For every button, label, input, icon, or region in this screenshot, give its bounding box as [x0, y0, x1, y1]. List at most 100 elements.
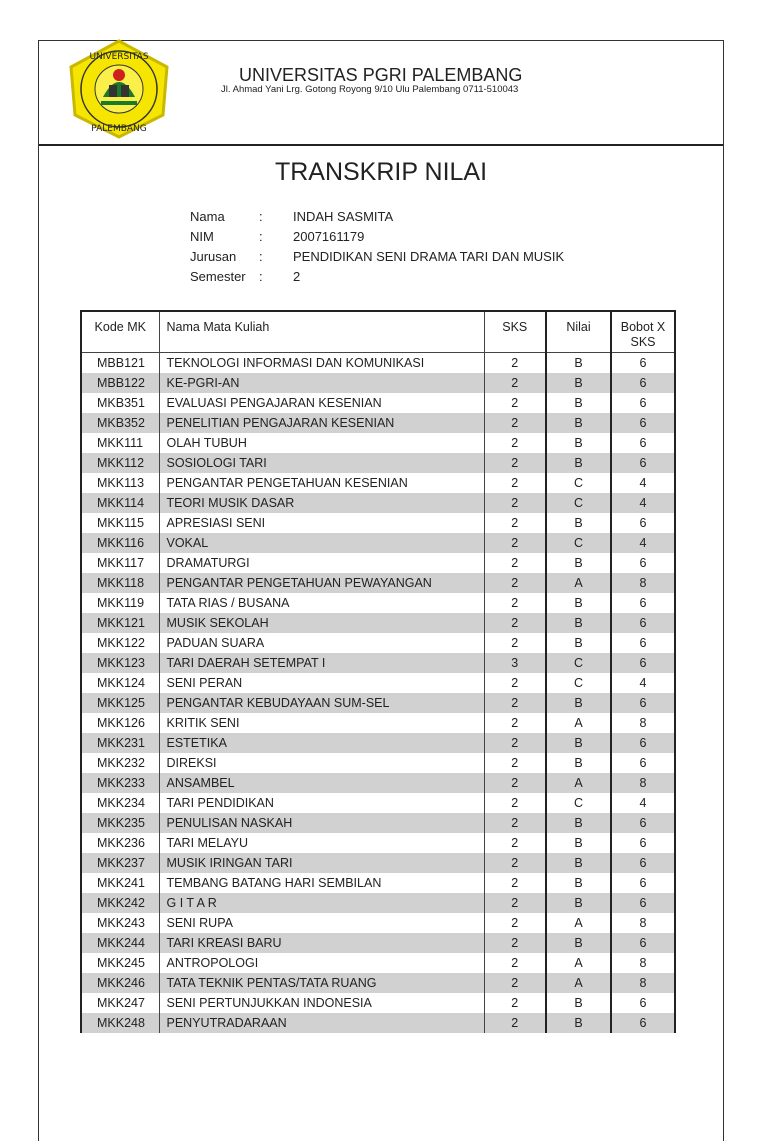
cell-nama: TATA TEKNIK PENTAS/TATA RUANG: [158, 972, 485, 993]
cell-sks: 2: [483, 692, 547, 713]
cell-sks: 2: [483, 992, 547, 1013]
cell-kode: MKK246: [80, 972, 160, 993]
cell-sks: 2: [483, 972, 547, 993]
cell-nilai: B: [545, 612, 612, 633]
cell-nilai: A: [545, 912, 612, 933]
cell-sks: 2: [483, 812, 547, 833]
cell-nilai: C: [545, 492, 612, 513]
cell-nilai: B: [545, 992, 612, 1013]
cell-nama: PENGANTAR PENGETAHUAN PEWAYANGAN: [158, 572, 485, 593]
cell-kode: MKK232: [80, 752, 160, 773]
cell-sks: 2: [483, 872, 547, 893]
cell-bobot: 6: [610, 1012, 676, 1033]
cell-nama: KRITIK SENI: [158, 712, 485, 733]
cell-bobot: 8: [610, 952, 676, 973]
cell-nama: TARI PENDIDIKAN: [158, 792, 485, 813]
table-row: MKK246 TATA TEKNIK PENTAS/TATA RUANG 2 A 8: [80, 972, 676, 993]
col-header-nama: Nama Mata Kuliah: [158, 310, 485, 353]
table-row: MKK235 PENULISAN NASKAH 2 B 6: [80, 812, 676, 833]
cell-sks: 2: [483, 732, 547, 753]
cell-nilai: B: [545, 432, 612, 453]
cell-nilai: B: [545, 1012, 612, 1033]
cell-nilai: C: [545, 532, 612, 553]
cell-nilai: B: [545, 872, 612, 893]
cell-sks: 2: [483, 752, 547, 773]
cell-kode: MKK122: [80, 632, 160, 653]
university-logo: UNIVERSITAS PALEMBANG: [69, 39, 169, 139]
cell-nilai: B: [545, 832, 612, 853]
cell-bobot: 8: [610, 712, 676, 733]
cell-bobot: 6: [610, 452, 676, 473]
cell-nama: APRESIASI SENI: [158, 512, 485, 533]
cell-nama: PENGANTAR PENGETAHUAN KESENIAN: [158, 472, 485, 493]
cell-bobot: 6: [610, 612, 676, 633]
cell-sks: 2: [483, 932, 547, 953]
cell-kode: MKK119: [80, 592, 160, 613]
info-value: INDAH SASMITA: [293, 209, 394, 224]
table-row: MKK115 APRESIASI SENI 2 B 6: [80, 512, 676, 533]
table-row: MKK122 PADUAN SUARA 2 B 6: [80, 632, 676, 653]
col-header-nilai: Nilai: [545, 310, 612, 353]
info-label: Nama: [190, 209, 225, 224]
cell-bobot: 6: [610, 652, 676, 673]
cell-sks: 2: [483, 352, 547, 373]
cell-nilai: B: [545, 512, 612, 533]
table-row: MKK248 PENYUTRADARAAN 2 B 6: [80, 1012, 676, 1033]
cell-nilai: B: [545, 552, 612, 573]
cell-nama: SENI RUPA: [158, 912, 485, 933]
cell-kode: MKK248: [80, 1012, 160, 1033]
cell-nilai: A: [545, 972, 612, 993]
table-row: MKB352 PENELITIAN PENGAJARAN KESENIAN 2 B 6: [80, 412, 676, 433]
cell-nama: TEMBANG BATANG HARI SEMBILAN: [158, 872, 485, 893]
info-label: NIM: [190, 229, 214, 244]
table-row: MKK243 SENI RUPA 2 A 8: [80, 912, 676, 933]
cell-kode: MKK126: [80, 712, 160, 733]
cell-nama: KE-PGRI-AN: [158, 372, 485, 393]
cell-nilai: B: [545, 392, 612, 413]
cell-bobot: 6: [610, 752, 676, 773]
cell-sks: 2: [483, 472, 547, 493]
svg-text:UNIVERSITAS: UNIVERSITAS: [89, 52, 148, 62]
cell-sks: 2: [483, 492, 547, 513]
cell-nama: DIREKSI: [158, 752, 485, 773]
cell-sks: 2: [483, 432, 547, 453]
cell-kode: MKK112: [80, 452, 160, 473]
cell-kode: MKK236: [80, 832, 160, 853]
cell-nama: TARI DAERAH SETEMPAT I: [158, 652, 485, 673]
cell-bobot: 6: [610, 692, 676, 713]
cell-bobot: 6: [610, 732, 676, 753]
cell-nilai: B: [545, 852, 612, 873]
table-row: MBB122 KE-PGRI-AN 2 B 6: [80, 372, 676, 393]
cell-bobot: 6: [610, 352, 676, 373]
info-value: 2: [293, 269, 301, 284]
cell-sks: 2: [483, 772, 547, 793]
cell-sks: 2: [483, 632, 547, 653]
cell-sks: 2: [483, 572, 547, 593]
cell-kode: MKK231: [80, 732, 160, 753]
cell-kode: MKK124: [80, 672, 160, 693]
table-row: MKK125 PENGANTAR KEBUDAYAAN SUM-SEL 2 B 6: [80, 692, 676, 713]
cell-sks: 2: [483, 1012, 547, 1033]
table-row: MKK236 TARI MELAYU 2 B 6: [80, 832, 676, 853]
table-row: MKK247 SENI PERTUNJUKKAN INDONESIA 2 B 6: [80, 992, 676, 1013]
cell-sks: 2: [483, 372, 547, 393]
cell-kode: MKK245: [80, 952, 160, 973]
cell-kode: MKK235: [80, 812, 160, 833]
cell-kode: MKK113: [80, 472, 160, 493]
cell-nama: TEKNOLOGI INFORMASI DAN KOMUNIKASI: [158, 352, 485, 373]
cell-sks: 2: [483, 912, 547, 933]
document-title: TRANSKRIP NILAI: [274, 158, 488, 186]
cell-kode: MKB352: [80, 412, 160, 433]
cell-nilai: C: [545, 672, 612, 693]
table-row: MKK237 MUSIK IRINGAN TARI 2 B 6: [80, 852, 676, 873]
cell-nama: TATA RIAS / BUSANA: [158, 592, 485, 613]
table-row: MKK117 DRAMATURGI 2 B 6: [80, 552, 676, 573]
cell-bobot: 4: [610, 672, 676, 693]
table-row: MKK232 DIREKSI 2 B 6: [80, 752, 676, 773]
cell-sks: 2: [483, 612, 547, 633]
cell-bobot: 6: [610, 432, 676, 453]
table-row: MBB121 TEKNOLOGI INFORMASI DAN KOMUNIKASI…: [80, 352, 676, 373]
university-address: Jl. Ahmad Yani Lrg. Gotong Royong 9/10 U…: [221, 84, 519, 95]
cell-sks: 2: [483, 512, 547, 533]
